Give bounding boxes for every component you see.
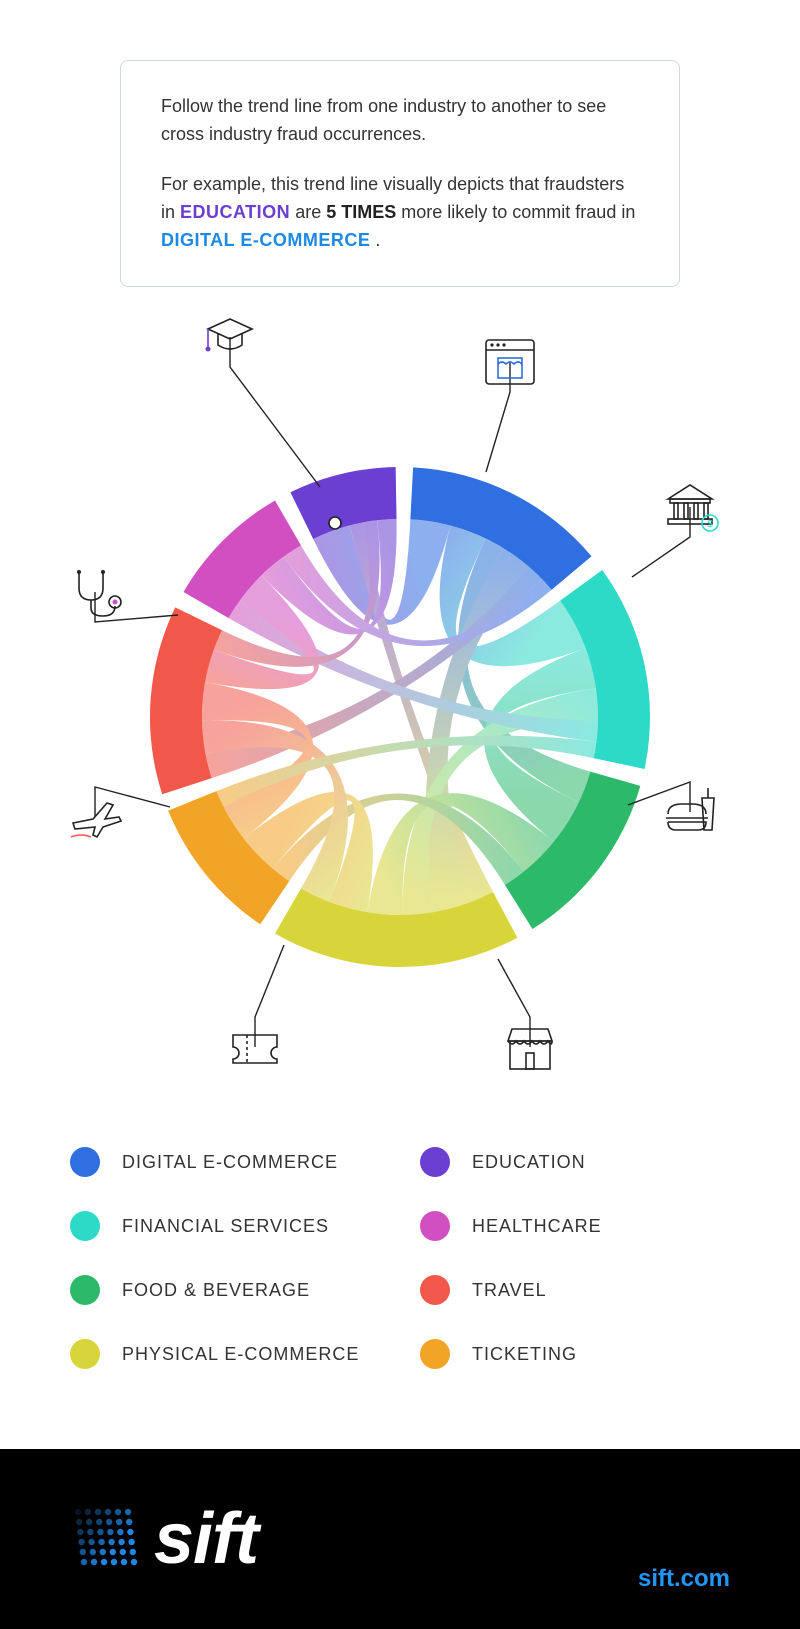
description-line-1: Follow the trend line from one industry … [161, 93, 639, 149]
brand-name: sift [154, 1498, 258, 1580]
highlight-digital-ecommerce: DIGITAL E-COMMERCE [161, 230, 370, 250]
legend-item: TRAVEL [420, 1275, 730, 1305]
legend-item: FOOD & BEVERAGE [70, 1275, 380, 1305]
legend-label: EDUCATION [472, 1152, 586, 1173]
legend: DIGITAL E-COMMERCE EDUCATION FINANCIAL SER… [0, 1107, 800, 1449]
brand-logo: sift [70, 1498, 258, 1580]
legend-swatch [70, 1147, 100, 1177]
legend-item: FINANCIAL SERVICES [70, 1211, 380, 1241]
legend-swatch [70, 1211, 100, 1241]
legend-label: DIGITAL E-COMMERCE [122, 1152, 338, 1173]
plane-icon [71, 803, 121, 837]
legend-label: TICKETING [472, 1344, 577, 1365]
svg-text:$: $ [707, 519, 713, 530]
stethoscope-icon [77, 570, 121, 616]
storefront-browser-icon [486, 340, 534, 384]
gradcap-icon [206, 319, 253, 352]
description-callout: Follow the trend line from one industry … [120, 60, 680, 287]
legend-label: FINANCIAL SERVICES [122, 1216, 329, 1237]
highlight-multiplier: 5 TIMES [326, 202, 396, 222]
chord-diagram: $ [0, 287, 800, 1107]
legend-swatch [420, 1339, 450, 1369]
legend-swatch [70, 1339, 100, 1369]
legend-label: HEALTHCARE [472, 1216, 602, 1237]
description-line-2: For example, this trend line visually de… [161, 171, 639, 255]
brand-dots-icon [70, 1504, 140, 1574]
bank-icon: $ [668, 485, 718, 531]
legend-swatch [420, 1211, 450, 1241]
legend-item: DIGITAL E-COMMERCE [70, 1147, 380, 1177]
text: . [375, 230, 380, 250]
text: are [295, 202, 326, 222]
legend-label: PHYSICAL E-COMMERCE [122, 1344, 359, 1365]
brand-url: sift.com [638, 1565, 730, 1629]
legend-item: PHYSICAL E-COMMERCE [70, 1339, 380, 1369]
legend-label: FOOD & BEVERAGE [122, 1280, 310, 1301]
legend-swatch [70, 1275, 100, 1305]
legend-swatch [420, 1275, 450, 1305]
legend-item: TICKETING [420, 1339, 730, 1369]
text: more likely to commit fraud in [401, 202, 635, 222]
highlight-education: EDUCATION [180, 202, 290, 222]
legend-label: TRAVEL [472, 1280, 547, 1301]
legend-item: EDUCATION [420, 1147, 730, 1177]
legend-swatch [420, 1147, 450, 1177]
footer: sift sift.com [0, 1449, 800, 1629]
legend-item: HEALTHCARE [420, 1211, 730, 1241]
